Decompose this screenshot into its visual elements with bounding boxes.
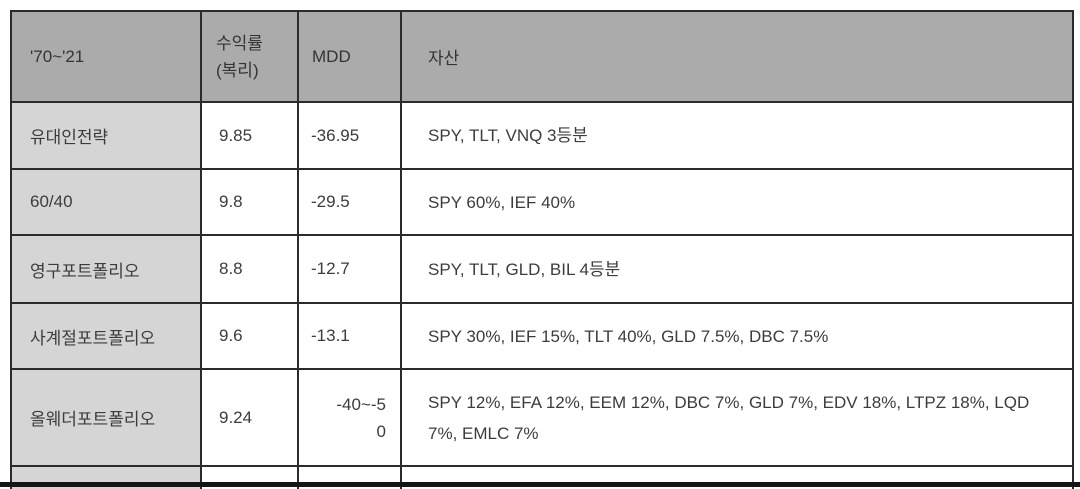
assets-cell: SPY 60%, IEF 40%	[400, 168, 1074, 236]
mdd-cell: -12.7	[297, 234, 402, 304]
mdd-cell: -36.95	[297, 101, 402, 170]
table-row: 유대인전략 9.85 -36.95 SPY, TLT, VNQ 3등분	[10, 101, 1074, 170]
strategy-name-cell: 올웨더포트폴리오	[10, 368, 202, 467]
table-header-row: '70~'21 수익률 (복리) MDD 자산	[10, 10, 1074, 103]
return-cell: 9.6	[200, 302, 299, 370]
mdd-value: -40~-50	[336, 394, 386, 441]
mdd-cell: -29.5	[297, 168, 402, 236]
strategy-name-cell: 사계절포트폴리오	[10, 302, 202, 370]
table-row: 60/40 9.8 -29.5 SPY 60%, IEF 40%	[10, 168, 1074, 236]
header-cell-mdd: MDD	[297, 10, 402, 103]
mdd-cell: -13.1	[297, 302, 402, 370]
return-cell: 8.8	[200, 234, 299, 304]
assets-cell: SPY 12%, EFA 12%, EEM 12%, DBC 7%, GLD 7…	[400, 368, 1074, 467]
table-row: 올웨더포트폴리오 9.24 -40~-50 SPY 12%, EFA 12%, …	[10, 368, 1074, 467]
return-cell: 9.24	[200, 368, 299, 467]
table-row: 사계절포트폴리오 9.6 -13.1 SPY 30%, IEF 15%, TLT…	[10, 302, 1074, 370]
strategy-name-cell: 영구포트폴리오	[10, 234, 202, 304]
return-cell: 9.8	[200, 168, 299, 236]
table-row: 영구포트폴리오 8.8 -12.7 SPY, TLT, GLD, BIL 4등분	[10, 234, 1074, 304]
assets-cell: SPY, TLT, VNQ 3등분	[400, 101, 1074, 170]
portfolio-comparison-table: '70~'21 수익률 (복리) MDD 자산 유대인전략 9.85 -36.9…	[10, 10, 1074, 489]
header-cell-assets: 자산	[400, 10, 1074, 103]
strategy-name-cell: 60/40	[10, 168, 202, 236]
assets-cell: SPY 30%, IEF 15%, TLT 40%, GLD 7.5%, DBC…	[400, 302, 1074, 370]
header-cell-period: '70~'21	[10, 10, 202, 103]
header-cell-return: 수익률 (복리)	[200, 10, 299, 103]
return-cell: 9.85	[200, 101, 299, 170]
strategy-name-cell: 유대인전략	[10, 101, 202, 170]
mdd-cell: -40~-50	[297, 368, 402, 467]
bottom-edge-bar	[0, 482, 1080, 487]
assets-cell: SPY, TLT, GLD, BIL 4등분	[400, 234, 1074, 304]
